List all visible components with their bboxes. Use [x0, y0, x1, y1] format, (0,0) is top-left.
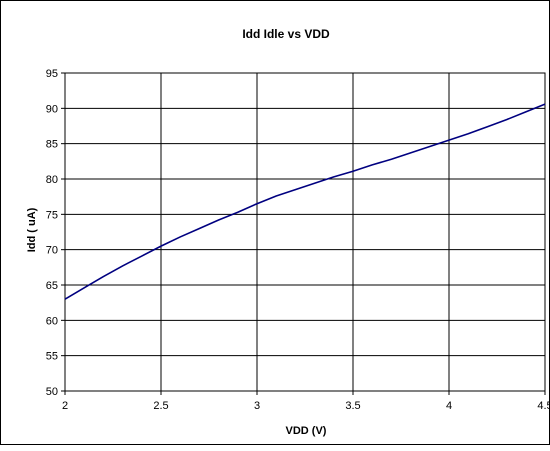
y-tick-label: 95 — [46, 68, 58, 80]
chart-title: Idd Idle vs VDD — [242, 27, 330, 41]
y-tick-label: 75 — [46, 209, 58, 221]
y-tick-label: 85 — [46, 139, 58, 151]
grid — [64, 72, 546, 392]
y-tick-label: 55 — [46, 351, 58, 363]
x-tick-label: 4.5 — [537, 400, 550, 412]
y-axis-label: Idd ( uA) — [26, 207, 38, 252]
x-axis-label: VDD (V) — [286, 425, 327, 437]
plot-area — [65, 73, 545, 391]
x-tick-label: 3 — [254, 400, 260, 412]
x-tick-label: 3.5 — [345, 400, 360, 412]
y-tick-label: 70 — [46, 245, 58, 257]
plot-border — [64, 72, 546, 392]
y-tick-label: 65 — [46, 280, 58, 292]
y-tick-label: 60 — [46, 315, 58, 327]
series-layer — [64, 103, 546, 300]
x-tick-label: 2 — [62, 400, 68, 412]
ticks: 50 55 60 65 70 75 80 85 90 95 2 2.5 3 3.5 4 4.5 — [46, 68, 550, 412]
y-tick-label: 80 — [46, 174, 58, 186]
series-line — [64, 103, 546, 300]
y-tick-label: 50 — [46, 386, 58, 398]
x-tick-label: 2.5 — [153, 400, 168, 412]
x-tick-label: 4 — [446, 400, 452, 412]
y-tick-label: 90 — [46, 103, 58, 115]
